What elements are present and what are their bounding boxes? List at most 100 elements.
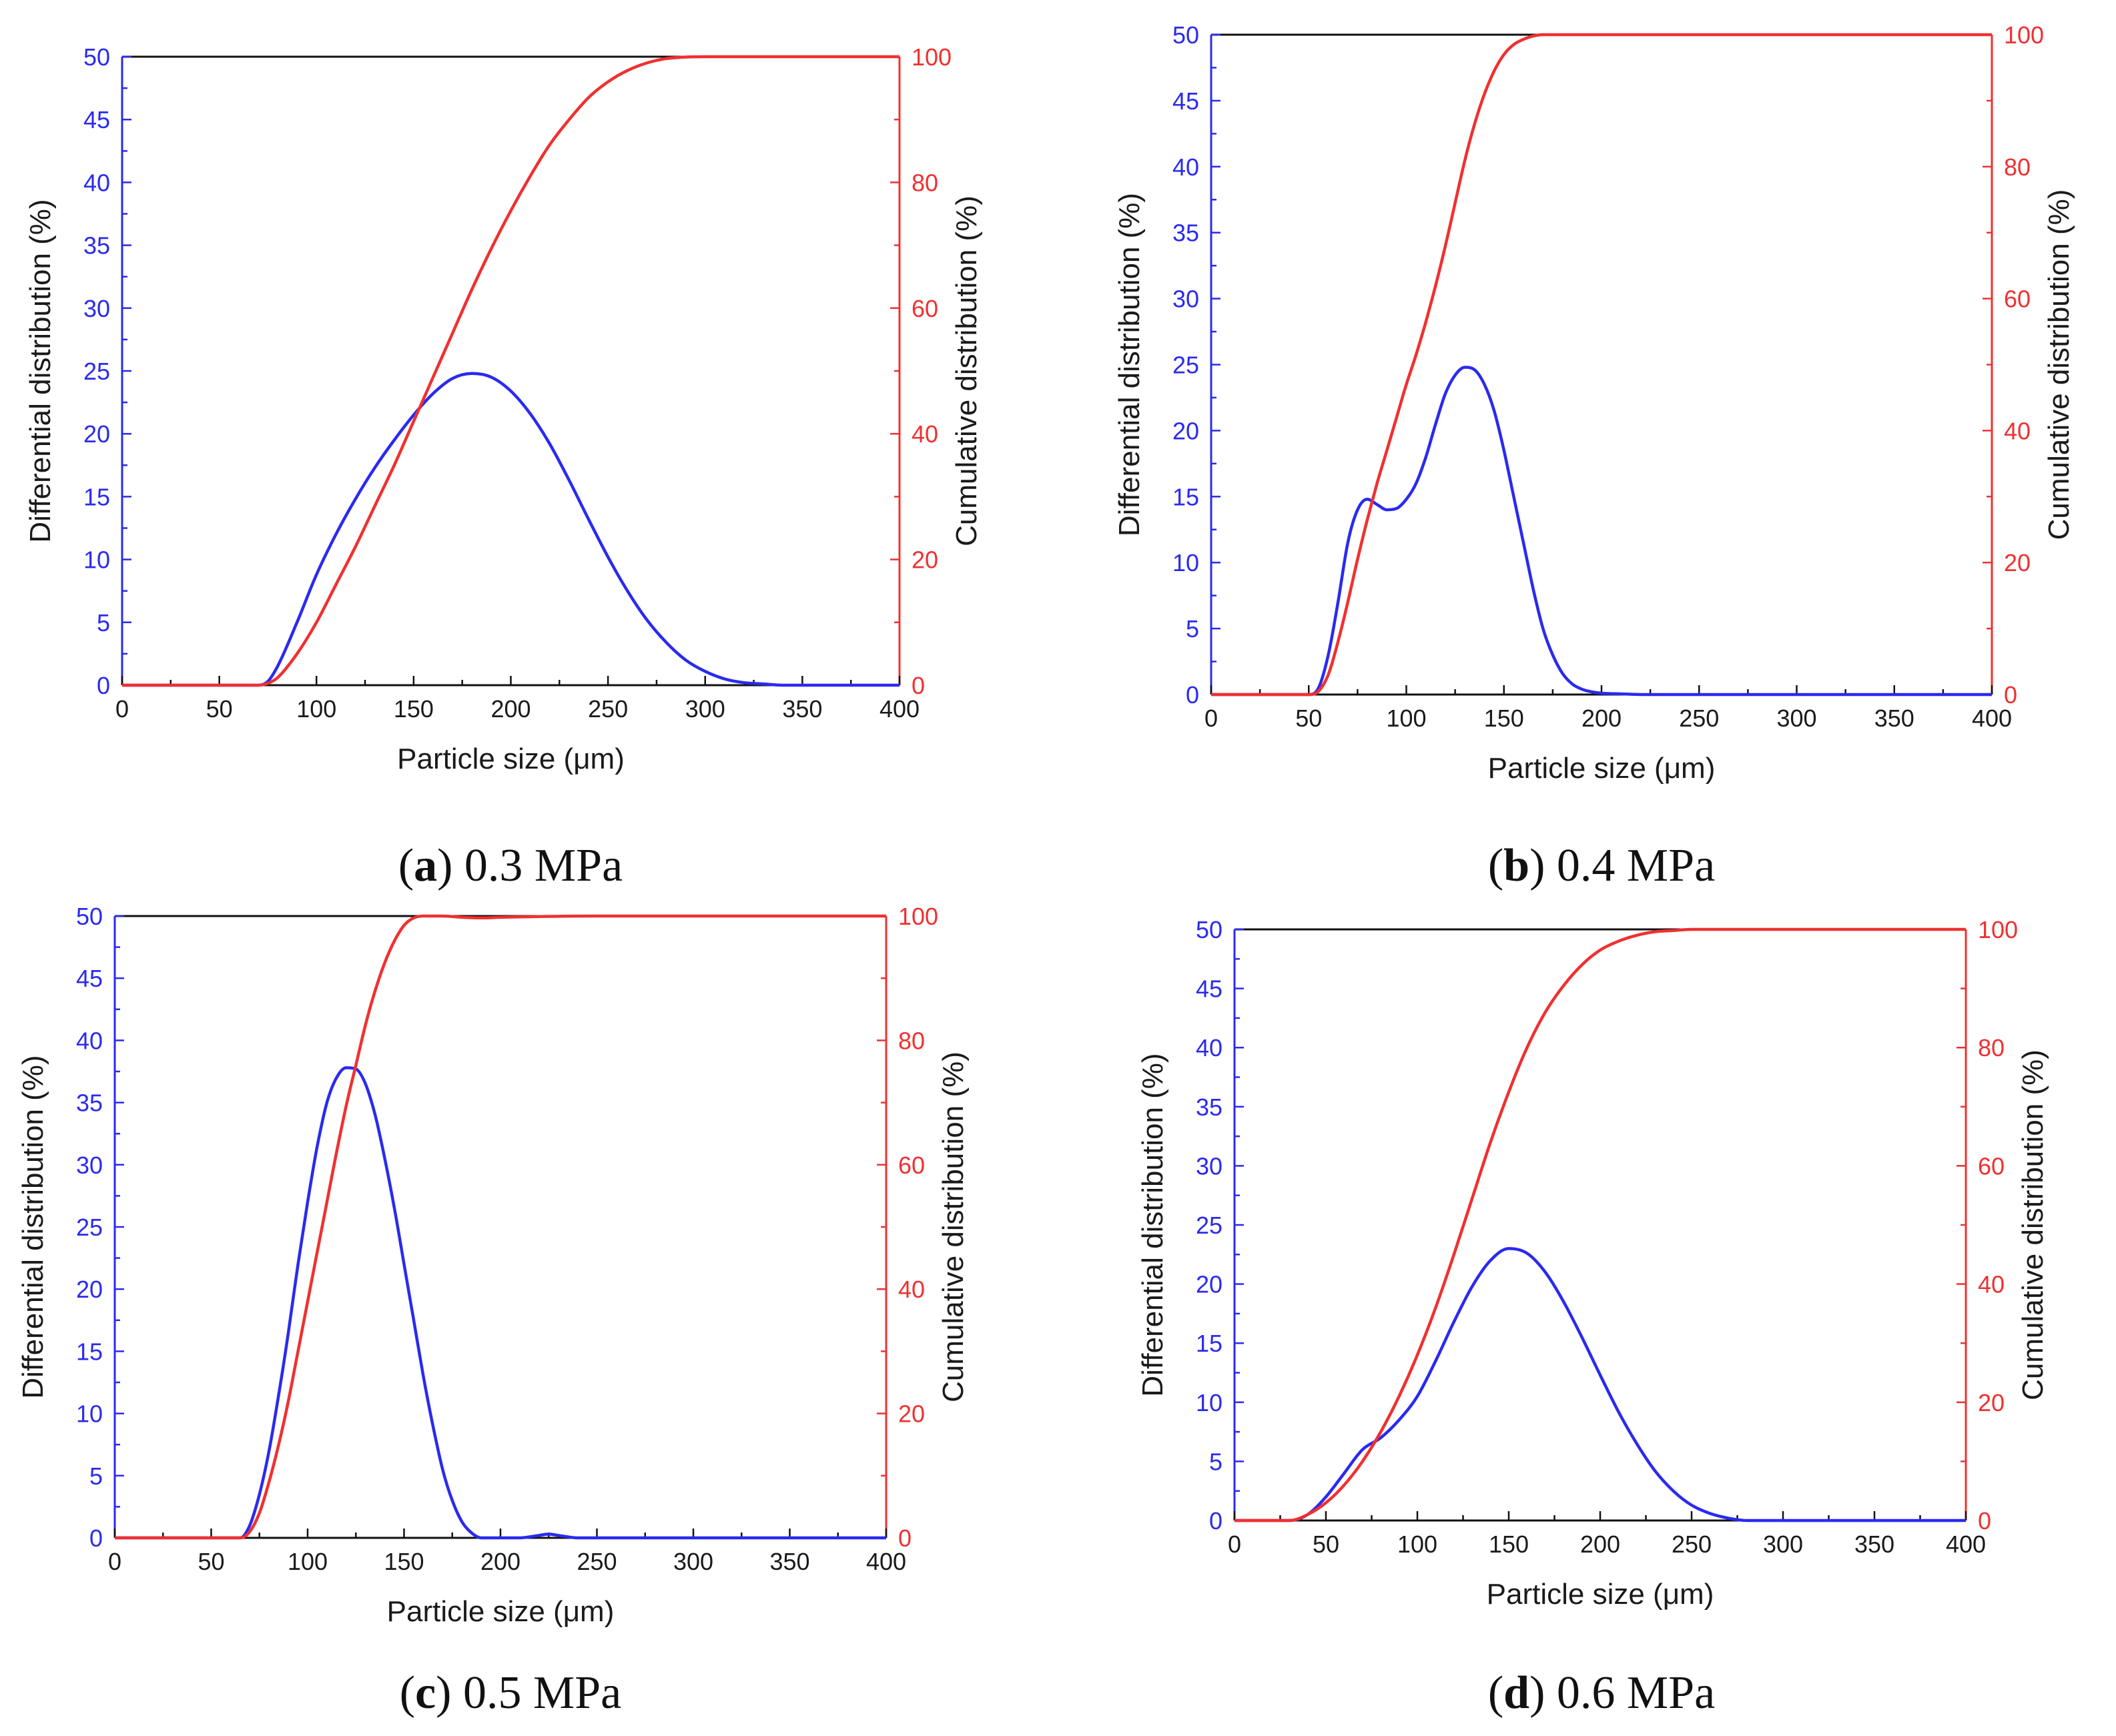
left-y-tick-label: 30 bbox=[76, 1152, 103, 1179]
right-y-tick-label: 20 bbox=[898, 1400, 925, 1428]
right-y-tick-label: 40 bbox=[912, 420, 938, 448]
x-tick-label: 150 bbox=[394, 695, 434, 723]
left-y-tick-label: 50 bbox=[1172, 21, 1199, 49]
differential-distribution-line bbox=[115, 1066, 886, 1540]
x-tick-label: 300 bbox=[1776, 705, 1816, 732]
left-y-tick-label: 35 bbox=[1196, 1094, 1222, 1121]
x-tick-label: 200 bbox=[490, 695, 531, 723]
left-y-tick-label: 0 bbox=[1186, 681, 1199, 709]
cumulative-distribution-line bbox=[122, 55, 900, 687]
left-y-tick-label: 5 bbox=[89, 1462, 103, 1490]
left-y-axis-label: Differential distribution (%) bbox=[1113, 193, 1146, 536]
right-y-axis-label: Cumulative distribution (%) bbox=[950, 195, 983, 546]
left-y-tick-label: 50 bbox=[1196, 916, 1222, 943]
right-y-tick-label: 0 bbox=[912, 672, 925, 699]
cumulative-distribution-line bbox=[115, 914, 886, 1540]
left-y-tick-label: 25 bbox=[83, 358, 110, 385]
left-y-tick-label: 10 bbox=[76, 1400, 103, 1428]
x-tick-label: 150 bbox=[1484, 705, 1524, 732]
left-y-tick-label: 10 bbox=[1172, 549, 1199, 576]
x-tick-label: 350 bbox=[1874, 705, 1914, 732]
left-y-tick-label: 25 bbox=[1172, 352, 1199, 379]
x-tick-label: 100 bbox=[1397, 1531, 1437, 1558]
x-tick-label: 350 bbox=[1854, 1531, 1894, 1558]
left-y-axis-label: Differential distribution (%) bbox=[24, 199, 57, 542]
right-y-tick-label: 0 bbox=[1978, 1507, 1991, 1535]
left-y-tick-label: 45 bbox=[76, 965, 103, 992]
x-tick-label: 200 bbox=[480, 1548, 520, 1575]
left-y-tick-label: 50 bbox=[76, 903, 103, 930]
left-y-tick-label: 15 bbox=[83, 483, 110, 510]
right-y-tick-label: 60 bbox=[912, 295, 938, 322]
left-y-tick-label: 45 bbox=[1196, 975, 1222, 1003]
x-tick-label: 350 bbox=[769, 1548, 809, 1575]
right-y-tick-label: 60 bbox=[898, 1152, 925, 1179]
x-tick-label: 150 bbox=[1489, 1531, 1529, 1558]
right-y-tick-label: 60 bbox=[1978, 1152, 2005, 1180]
right-y-tick-label: 80 bbox=[1978, 1034, 2005, 1061]
x-tick-label: 250 bbox=[577, 1548, 617, 1575]
x-axis-label: Particle size (μm) bbox=[387, 1595, 615, 1628]
x-axis-label: Particle size (μm) bbox=[1488, 752, 1716, 785]
left-y-tick-label: 40 bbox=[76, 1027, 103, 1054]
x-tick-label: 0 bbox=[108, 1548, 121, 1575]
panel-caption: (a) 0.3 MPa bbox=[398, 840, 623, 891]
panel-letter: d bbox=[1503, 1667, 1529, 1719]
left-y-tick-label: 25 bbox=[1196, 1212, 1222, 1239]
left-y-tick-label: 35 bbox=[1172, 220, 1199, 247]
x-tick-label: 50 bbox=[198, 1548, 224, 1575]
left-y-tick-label: 0 bbox=[89, 1525, 103, 1552]
right-y-tick-label: 100 bbox=[912, 43, 952, 71]
x-tick-label: 200 bbox=[1580, 1531, 1620, 1558]
x-tick-label: 350 bbox=[782, 695, 822, 723]
right-y-tick-label: 60 bbox=[2004, 286, 2031, 313]
left-y-tick-label: 15 bbox=[1172, 483, 1199, 510]
x-tick-label: 100 bbox=[1386, 705, 1426, 732]
right-y-tick-label: 80 bbox=[2004, 153, 2031, 181]
panel-letter: c bbox=[415, 1667, 436, 1719]
x-tick-label: 100 bbox=[288, 1548, 328, 1575]
left-y-tick-label: 15 bbox=[1196, 1330, 1222, 1357]
x-tick-label: 50 bbox=[206, 695, 233, 723]
x-tick-label: 400 bbox=[879, 695, 920, 723]
right-y-tick-label: 40 bbox=[1978, 1271, 2005, 1298]
left-y-tick-label: 0 bbox=[1209, 1507, 1222, 1535]
x-tick-label: 250 bbox=[588, 695, 628, 723]
chart-panel-d: 0 50 100 150 200 250 300 350 4000510152025303540… bbox=[1136, 916, 2049, 1719]
left-y-tick-label: 30 bbox=[1196, 1152, 1222, 1180]
left-y-tick-label: 5 bbox=[1186, 615, 1199, 642]
differential-distribution-line bbox=[1211, 366, 1992, 697]
chart-panel-a: 0 50 100 150 200 250 300 350 4000510152025303540… bbox=[24, 43, 983, 891]
left-y-tick-label: 30 bbox=[83, 295, 110, 322]
cumulative-distribution-line bbox=[1235, 927, 1967, 1523]
x-tick-label: 200 bbox=[1581, 705, 1622, 732]
x-axis-label: Particle size (μm) bbox=[1487, 1578, 1714, 1611]
x-tick-label: 250 bbox=[1672, 1531, 1712, 1558]
left-y-tick-label: 40 bbox=[83, 169, 110, 196]
right-y-tick-label: 0 bbox=[2004, 681, 2017, 709]
x-tick-label: 400 bbox=[1972, 705, 2012, 732]
left-y-tick-label: 45 bbox=[1172, 87, 1199, 115]
left-y-tick-label: 5 bbox=[1209, 1448, 1222, 1475]
differential-distribution-line bbox=[1235, 1247, 1966, 1523]
left-y-tick-label: 40 bbox=[1172, 153, 1199, 181]
left-y-tick-label: 20 bbox=[83, 420, 110, 448]
x-axis-label: Particle size (μm) bbox=[397, 743, 625, 775]
x-tick-label: 50 bbox=[1313, 1531, 1339, 1558]
left-y-tick-label: 20 bbox=[76, 1276, 103, 1303]
right-y-tick-label: 100 bbox=[898, 903, 938, 930]
right-y-tick-label: 40 bbox=[898, 1276, 925, 1303]
x-tick-label: 300 bbox=[673, 1548, 713, 1575]
x-tick-label: 100 bbox=[296, 695, 336, 723]
x-tick-label: 400 bbox=[1946, 1531, 1986, 1558]
right-y-tick-label: 80 bbox=[898, 1027, 925, 1054]
differential-distribution-line bbox=[122, 372, 900, 687]
left-y-tick-label: 15 bbox=[76, 1338, 103, 1365]
panel-letter: a bbox=[414, 840, 437, 891]
right-y-axis-label: Cumulative distribution (%) bbox=[2017, 1049, 2049, 1400]
right-y-tick-label: 40 bbox=[2004, 417, 2031, 444]
panel-caption: (d) 0.6 MPa bbox=[1488, 1667, 1715, 1719]
right-y-axis-label: Cumulative distribution (%) bbox=[2043, 189, 2075, 540]
panel-caption: (b) 0.4 MPa bbox=[1488, 840, 1715, 891]
